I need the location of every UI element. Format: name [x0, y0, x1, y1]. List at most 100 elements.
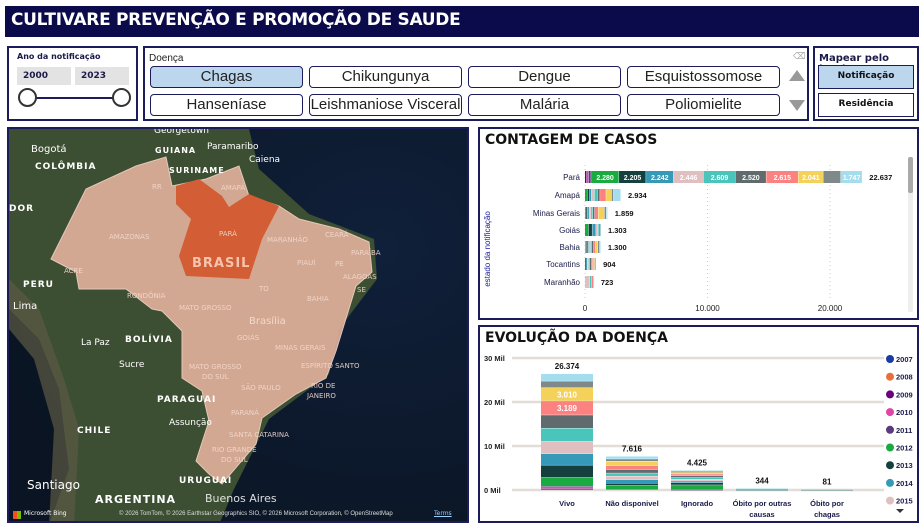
y-tick-label: 0 Mil: [484, 486, 501, 495]
map-label: PIAUÍ: [297, 259, 316, 267]
legend-label: 2014: [896, 479, 914, 488]
disease-option-malaria[interactable]: Malária: [468, 94, 621, 116]
bar-segment-2020: [594, 258, 596, 270]
bar-segment-2018: [591, 258, 593, 270]
option-notificacao[interactable]: Notificação: [818, 65, 914, 89]
bar-segment-2015: [587, 258, 589, 270]
map-label: ARGENTINA: [95, 493, 177, 506]
category-label: causas: [749, 510, 774, 519]
disease-option-chikungunya[interactable]: Chikungunya: [309, 66, 462, 88]
segment-data-label: 2.520: [742, 175, 760, 182]
disease-option-poliomielite[interactable]: Poliomielite: [627, 94, 780, 116]
bar-segment-2018: [594, 207, 599, 219]
slider-handle-max[interactable]: [112, 88, 131, 107]
bar-segment-2015: [591, 189, 595, 201]
disease-option-dengue[interactable]: Dengue: [468, 66, 621, 88]
bar-segment-2014: [589, 189, 592, 201]
segment-data-label: 2.446: [680, 175, 698, 182]
column-segment-2021: [671, 470, 723, 472]
segment-data-label: 2.205: [624, 175, 642, 182]
bar-segment-2012: [585, 241, 586, 253]
disease-option-chagas[interactable]: Chagas: [150, 66, 303, 88]
map-label: Caiena: [249, 155, 281, 165]
bar-segment-2014: [586, 258, 588, 270]
chart-title: CONTAGEM DE CASOS: [485, 132, 658, 148]
disease-option-leishmaniose[interactable]: Leishmaniose Visceral: [309, 94, 462, 116]
x-tick-label: 10.000: [695, 304, 720, 313]
disease-option-esquistossomose[interactable]: Esquistossomose: [627, 66, 780, 88]
bar-segment-2019: [606, 189, 612, 201]
bar-segment-2017: [591, 241, 594, 253]
map-label: ACRE: [64, 267, 83, 275]
map-label: BOLÍVIA: [125, 335, 173, 345]
legend-label: 2007: [896, 355, 913, 364]
bar-segment-2019: [595, 241, 598, 253]
bar-segment-2017: [589, 258, 592, 270]
map-by-location-slicer: Mapear pelo local Notificação Residência: [813, 46, 919, 121]
map-label: DO SUL: [202, 373, 229, 381]
legend-label: 2009: [896, 390, 913, 399]
category-label: Tocantins: [546, 260, 580, 269]
legend-marker-2013: [886, 461, 894, 470]
bing-brand: Microsoft Bing: [24, 510, 67, 517]
year-slicer-label: Ano da notificação: [17, 52, 101, 61]
total-data-label: 344: [755, 477, 769, 486]
brazil-map[interactable]: Georgetown Bogotá GUIANA Paramaribo Caie…: [7, 127, 469, 523]
bar-segment-2014: [587, 207, 589, 219]
column-segment-2015: [671, 479, 723, 481]
map-label: La Paz: [81, 338, 110, 348]
column-segment-2019: [541, 387, 593, 401]
legend-scroll-down-icon[interactable]: [896, 509, 904, 513]
scrollbar-thumb[interactable]: [908, 157, 913, 193]
scroll-down-icon[interactable]: [789, 100, 805, 111]
bar-segment-2013: [587, 189, 590, 201]
map-label: GOIÁS: [237, 334, 260, 342]
legend-marker-2015: [886, 496, 894, 505]
legend-label: 2013: [896, 461, 913, 470]
scrollbar-track[interactable]: [908, 157, 913, 312]
bar-segment-2016: [590, 241, 592, 253]
map-label: ALAGOAS: [343, 273, 377, 281]
bar-segment-2017: [592, 207, 595, 219]
scroll-up-icon[interactable]: [789, 70, 805, 81]
bar-segment-2019: [592, 258, 595, 270]
terms-link[interactable]: Terms: [434, 510, 452, 517]
disease-option-hanseniase[interactable]: Hanseníase: [150, 94, 303, 116]
column-segment-2014: [541, 453, 593, 465]
bar-segment-2020: [604, 207, 607, 219]
category-label: Pará: [563, 173, 580, 182]
column-segment-2016: [541, 428, 593, 442]
map-label: RONDÔNIA: [127, 292, 166, 300]
map-label: COLÔMBIA: [35, 162, 97, 172]
dashboard-title: CULTIVARE PREVENÇÃO E PROMOÇÃO DE SAUDE: [5, 6, 919, 37]
column-segment-2016: [671, 477, 723, 480]
option-residencia[interactable]: Residência: [818, 93, 914, 117]
bar-segment-2014: [592, 224, 596, 236]
bar-segment-2019: [798, 171, 823, 183]
slider-handle-min[interactable]: [18, 88, 37, 107]
bar-segment-2021: [599, 241, 601, 253]
bar-segment-2012: [585, 207, 586, 219]
segment-data-label: 2.280: [596, 175, 614, 182]
legend-label: 2008: [896, 373, 913, 382]
year-from-input[interactable]: 2000: [17, 67, 71, 85]
case-count-chart-panel: CONTAGEM DE CASOS estado da notificação …: [478, 127, 919, 320]
map-label: RR: [152, 183, 162, 191]
bar-segment-2009: [585, 171, 587, 183]
total-data-label: 723: [601, 278, 614, 287]
eraser-icon[interactable]: ⌫: [793, 51, 806, 61]
year-to-input[interactable]: 2023: [75, 67, 129, 85]
map-label: PARANÁ: [231, 409, 259, 417]
column-segment-2020: [541, 381, 593, 388]
map-attribution: © 2026 TomTom, © 2026 Earthstar Geograph…: [119, 511, 393, 517]
disease-slicer-label: Doença: [149, 53, 184, 64]
bar-segment-2012: [585, 189, 588, 201]
bar-segment-2010: [586, 171, 589, 183]
legend-label: 2015: [896, 497, 913, 506]
map-label: URUGUAI: [179, 476, 233, 486]
map-canvas: [9, 129, 467, 521]
bar-segment-2015: [673, 171, 704, 183]
segment-data-label: 2.242: [651, 175, 669, 182]
map-label: Georgetown: [154, 127, 209, 136]
bar-segment-2021: [840, 171, 862, 183]
